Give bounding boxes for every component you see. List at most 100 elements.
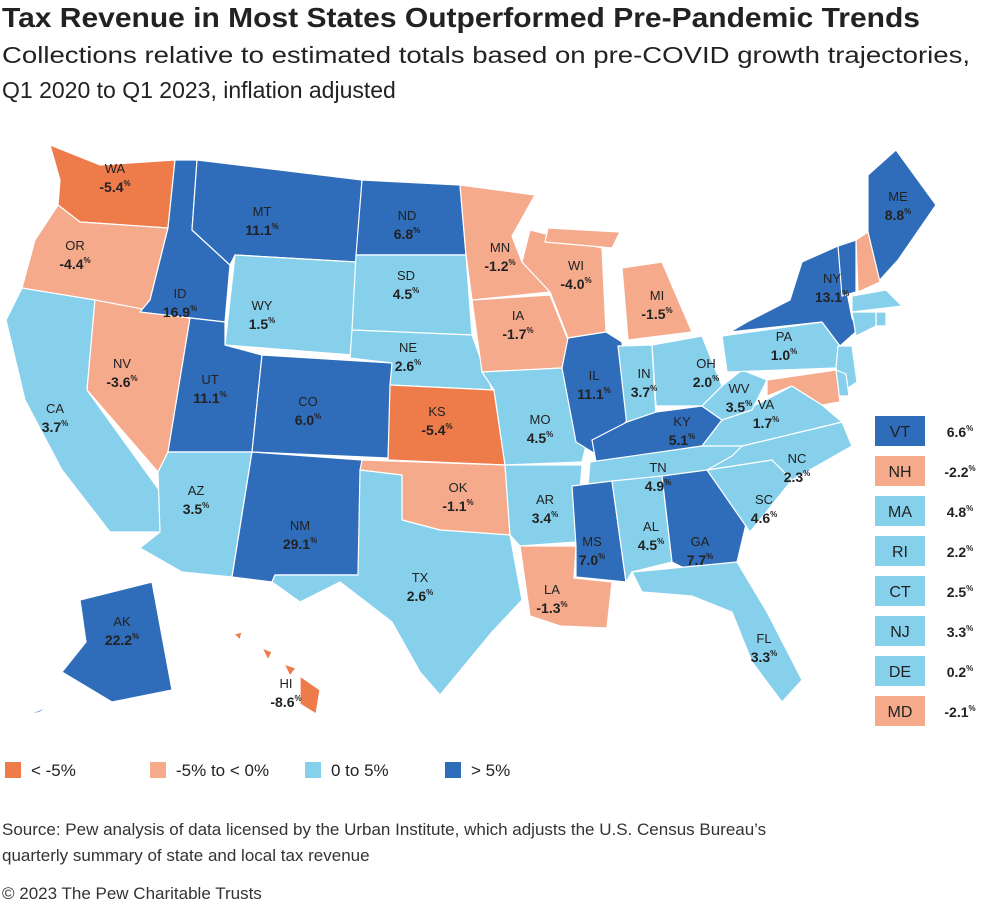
state	[851, 289, 903, 313]
value-unit: %	[664, 478, 671, 487]
value-unit: %	[527, 326, 534, 335]
state-value: 7.0%	[579, 552, 606, 568]
state-value: -1.7%	[502, 326, 533, 342]
state-value: -1.2%	[484, 258, 515, 274]
state-abbr: OK	[449, 480, 468, 495]
legend: < -5% -5% to < 0% 0 to 5% > 5%	[5, 761, 510, 780]
state-value: -3.6%	[106, 374, 137, 390]
side-value: 4.8%	[947, 504, 974, 520]
state	[271, 469, 523, 696]
state-abbr: UT	[201, 372, 218, 387]
value-number: 11.1	[577, 386, 604, 402]
value-number: 4.8	[947, 504, 967, 520]
state-abbr: WA	[105, 161, 126, 176]
state-abbr: WV	[729, 381, 750, 396]
side-box	[875, 496, 925, 526]
state-abbr: SD	[397, 268, 415, 283]
state-abbr: AZ	[188, 483, 205, 498]
value-number: 2.6	[407, 588, 427, 604]
state-abbr: KY	[673, 414, 691, 429]
state-value: 29.1%	[283, 536, 317, 552]
side-value: 2.2%	[947, 544, 974, 560]
value-unit: %	[509, 258, 516, 267]
state-abbr: LA	[544, 582, 560, 597]
value-number: -2.2	[944, 464, 968, 480]
state	[231, 451, 363, 583]
state	[571, 480, 627, 583]
state-shape	[233, 631, 243, 641]
state-abbr: FL	[756, 631, 771, 646]
state	[706, 421, 853, 481]
value-number: 1.7	[753, 415, 773, 431]
value-number: 29.1	[283, 536, 310, 552]
legend-swatch	[305, 762, 321, 778]
value-unit: %	[688, 432, 695, 441]
legend-label: > 5%	[471, 761, 510, 780]
side-box	[875, 536, 925, 566]
state-value: 4.5%	[638, 537, 665, 553]
state-value: 4.6%	[751, 510, 778, 526]
copyright: © 2023 The Pew Charitable Trusts	[2, 884, 262, 903]
state-abbr: MN	[490, 240, 510, 255]
state	[701, 385, 843, 447]
value-number: -4.0	[560, 276, 584, 292]
state-value: 22.2%	[105, 632, 139, 648]
state-abbr: MS	[582, 534, 602, 549]
value-unit: %	[546, 430, 553, 439]
state-shape	[631, 561, 803, 703]
value-unit: %	[966, 664, 973, 673]
side-abbr: MD	[888, 704, 913, 721]
state-value: 2.6%	[395, 358, 422, 374]
state-abbr: NM	[290, 518, 310, 533]
state-abbr: NV	[113, 356, 131, 371]
state-value: 5.1%	[669, 432, 696, 448]
value-unit: %	[414, 358, 421, 367]
value-number: 3.3	[751, 649, 771, 665]
state-shape	[875, 311, 887, 327]
value-unit: %	[272, 222, 279, 231]
state-abbr: NE	[399, 340, 417, 355]
state-abbr: IL	[589, 368, 600, 383]
value-number: 11.1	[245, 222, 272, 238]
state-value: 16.9%	[163, 304, 197, 320]
legend-swatch	[150, 762, 166, 778]
value-number: 3.5	[183, 501, 203, 517]
state-abbr: CA	[46, 401, 64, 416]
value-unit: %	[446, 422, 453, 431]
state-shape	[191, 159, 363, 266]
state	[224, 254, 357, 356]
value-unit: %	[745, 399, 752, 408]
state-abbr: OR	[65, 238, 85, 253]
side-abbr: NJ	[890, 624, 910, 641]
state-value: -5.4%	[421, 422, 452, 438]
state-shape	[837, 239, 857, 297]
value-unit: %	[314, 412, 321, 421]
state-abbr: MT	[253, 204, 272, 219]
value-unit: %	[268, 316, 275, 325]
state-abbr: NY	[823, 271, 841, 286]
value-number: 2.3	[784, 469, 804, 485]
state-abbr: GA	[691, 534, 710, 549]
state-value: 2.3%	[784, 469, 811, 485]
state-value: 1.5%	[249, 316, 276, 332]
state-value: 6.8%	[394, 226, 421, 242]
state-shape	[651, 335, 723, 407]
state-value: 11.1%	[193, 390, 227, 406]
side-box	[875, 616, 925, 646]
state-value: 3.3%	[751, 649, 778, 665]
state-abbr: NC	[788, 451, 807, 466]
side-abbr: MA	[888, 504, 912, 521]
value-unit: %	[772, 415, 779, 424]
value-number: -2.1	[944, 704, 968, 720]
state-value: 11.1%	[245, 222, 279, 238]
state-value: 6.0%	[295, 412, 322, 428]
state-value: -1.3%	[536, 600, 567, 616]
state-shape	[544, 227, 621, 249]
value-number: 0.2	[947, 664, 967, 680]
state-value: 13.1%	[815, 289, 849, 305]
side-value: 2.5%	[947, 584, 974, 600]
state-abbr: AR	[536, 492, 554, 507]
state	[19, 581, 173, 719]
state-shape	[701, 385, 843, 447]
